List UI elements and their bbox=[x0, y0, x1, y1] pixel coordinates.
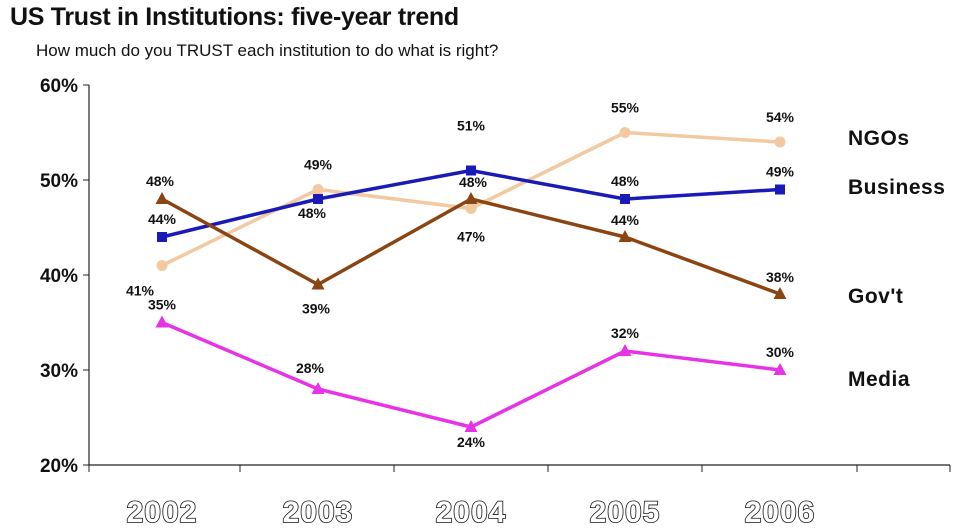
data-point-ngos bbox=[465, 203, 477, 214]
data-label-media: 32% bbox=[611, 325, 640, 341]
data-label-media: 30% bbox=[766, 344, 795, 360]
data-point-gov-t bbox=[773, 287, 787, 299]
x-tick-label: 2006 bbox=[745, 496, 816, 529]
data-label-gov-t: 44% bbox=[611, 212, 640, 228]
data-label-business: 49% bbox=[766, 164, 795, 180]
series-name-gov-t: Gov't bbox=[848, 285, 903, 308]
data-point-ngos bbox=[312, 184, 324, 195]
x-tick-label: 2003 bbox=[283, 496, 354, 529]
x-tick-label: 2002 bbox=[127, 496, 198, 529]
data-point-gov-t bbox=[618, 230, 632, 242]
data-label-gov-t: 48% bbox=[459, 174, 488, 190]
data-label-ngos: 47% bbox=[457, 229, 486, 245]
data-labels: 41% 49% 47% 55% 54% 44% 48% 51% 48% 49% 48% 39% 48% 4… bbox=[126, 100, 795, 451]
y-tick-label: 50% bbox=[40, 171, 78, 192]
series-name-labels: NGOs Business Gov't Media bbox=[848, 127, 945, 391]
chart-subtitle: How much do you TRUST each institution t… bbox=[36, 41, 499, 60]
data-point-media bbox=[773, 363, 787, 375]
data-point-media bbox=[618, 344, 632, 356]
data-label-media: 28% bbox=[296, 360, 325, 376]
axes: 20% 30% 40% 50% 60% bbox=[40, 76, 951, 477]
data-label-ngos: 55% bbox=[611, 100, 640, 116]
data-point-gov-t bbox=[155, 192, 169, 204]
data-label-business: 48% bbox=[298, 205, 327, 221]
data-label-ngos: 49% bbox=[304, 157, 333, 173]
y-tick-label: 20% bbox=[40, 456, 78, 477]
x-tick-labels: 2002 2003 2004 2005 2006 bbox=[126, 495, 816, 529]
data-point-business bbox=[620, 194, 630, 204]
series-markers bbox=[155, 127, 787, 432]
data-label-media: 35% bbox=[148, 297, 177, 313]
data-point-business bbox=[313, 194, 323, 204]
data-point-gov-t bbox=[311, 277, 325, 290]
series-name-media: Media bbox=[848, 368, 910, 391]
series-name-ngos: NGOs bbox=[848, 127, 910, 150]
data-point-media bbox=[311, 382, 325, 394]
data-label-gov-t: 38% bbox=[766, 269, 795, 285]
data-label-gov-t: 39% bbox=[302, 301, 331, 317]
data-label-media: 24% bbox=[457, 434, 486, 450]
chart-title: US Trust in Institutions: five-year tren… bbox=[10, 3, 459, 31]
data-point-gov-t bbox=[464, 192, 478, 204]
x-tick-label: 2005 bbox=[590, 496, 661, 529]
data-label-business: 48% bbox=[611, 173, 640, 189]
data-point-media bbox=[464, 420, 478, 432]
y-tick-label: 30% bbox=[40, 361, 78, 382]
data-point-business bbox=[466, 165, 476, 176]
data-point-business bbox=[775, 184, 785, 195]
data-point-ngos bbox=[619, 127, 631, 138]
data-label-business: 51% bbox=[457, 118, 486, 134]
data-point-ngos bbox=[156, 260, 168, 271]
data-label-gov-t: 48% bbox=[146, 173, 175, 189]
data-point-media bbox=[155, 315, 169, 328]
y-tick-label: 60% bbox=[40, 76, 78, 97]
data-label-ngos: 54% bbox=[766, 109, 795, 125]
data-point-ngos bbox=[774, 136, 786, 148]
data-label-ngos: 41% bbox=[126, 283, 155, 299]
x-tick-label: 2004 bbox=[436, 496, 507, 529]
data-label-business: 44% bbox=[148, 211, 177, 227]
series-name-business: Business bbox=[848, 176, 945, 199]
series-line-media bbox=[161, 320, 781, 429]
data-point-business bbox=[157, 232, 167, 242]
y-tick-label: 40% bbox=[40, 266, 78, 287]
